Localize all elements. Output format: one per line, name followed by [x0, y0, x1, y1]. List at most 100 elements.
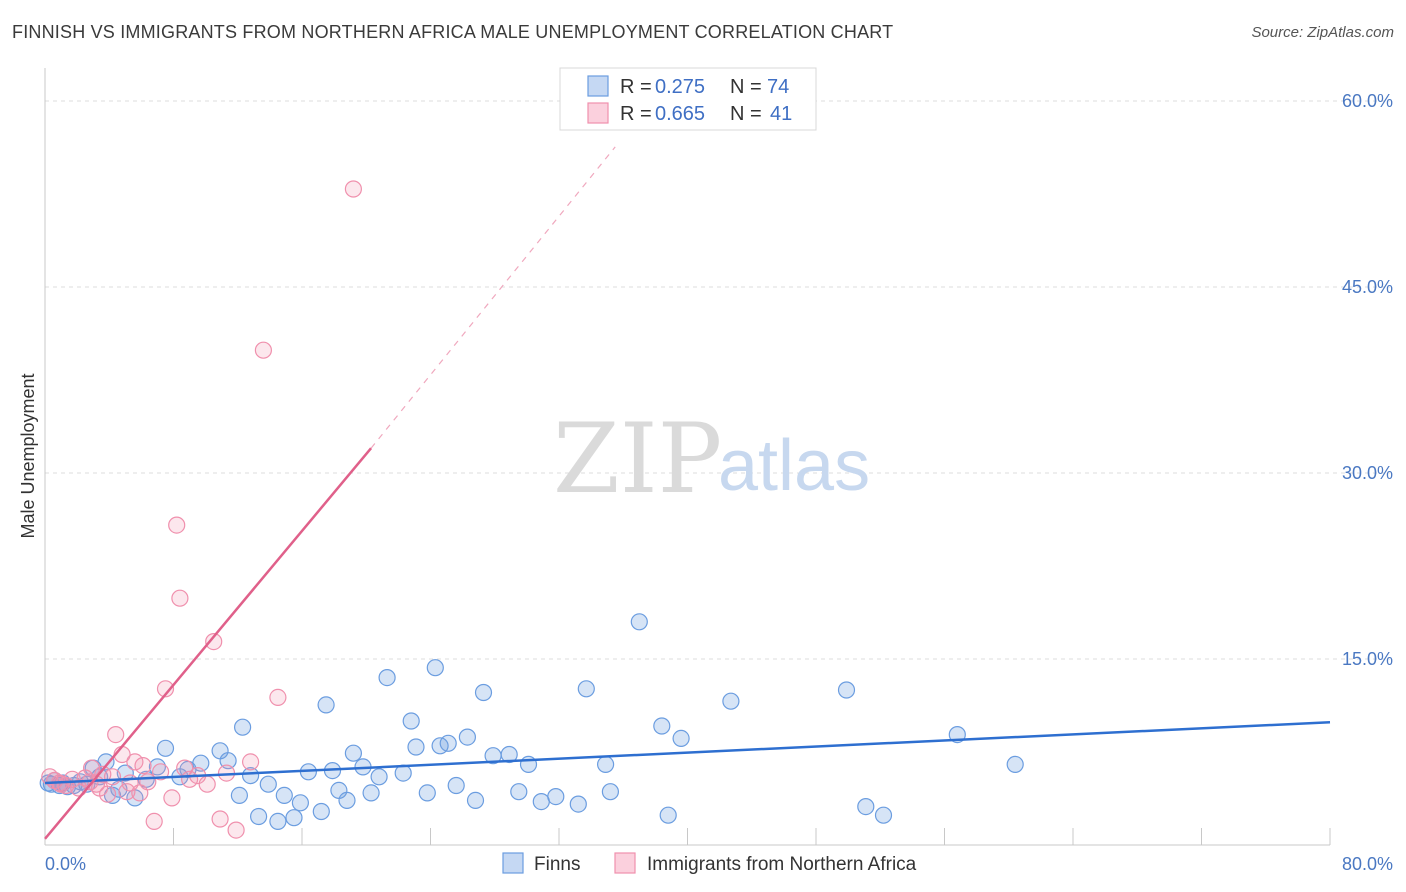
finns-point-32: [291, 794, 309, 812]
finns-point-72: [874, 806, 893, 824]
finns-point-54: [474, 683, 493, 702]
finns-point-74: [1006, 755, 1024, 774]
immigrants-point-31: [211, 810, 229, 828]
finns-point-46: [407, 738, 425, 756]
finns-point-56: [500, 745, 518, 764]
finns-point-17: [148, 758, 166, 776]
immigrants-point-29: [198, 775, 216, 793]
legend-r-label-finns: R =: [620, 76, 652, 98]
x-tick-label-0: 0.0%: [45, 854, 86, 874]
finns-point-29: [269, 812, 287, 831]
finns-point-18: [156, 739, 175, 757]
bottom-legend-swatch-finns: [502, 852, 524, 874]
finns-point-57: [510, 783, 528, 801]
legend-n-immigrants: 41: [770, 103, 792, 125]
immigrants-point-24: [168, 516, 186, 534]
immigrants-point-11: [103, 768, 122, 786]
bottom-legend-finns: Finns: [534, 854, 580, 875]
finns-point-39: [344, 744, 362, 762]
legend-r-finns: 0.275: [655, 76, 705, 98]
gridlines: [45, 100, 1390, 660]
immigrants-point-9: [94, 765, 112, 783]
immigrants-point-12: [107, 725, 125, 744]
finns-point-50: [439, 734, 457, 752]
finns-point-41: [362, 784, 380, 802]
immigrants-point-37: [344, 180, 362, 198]
finns-point-43: [378, 668, 396, 687]
immigrants-point-22: [156, 680, 175, 698]
immigrants-point-20: [145, 812, 163, 831]
source-label: Source: ZipAtlas.com: [1251, 24, 1394, 41]
finns-points: [39, 613, 1024, 831]
finns-point-27: [250, 807, 268, 826]
y-tick-label-3: 60.0%: [1342, 91, 1393, 111]
immigrants-point-18: [134, 756, 152, 775]
finns-point-67: [659, 806, 677, 824]
immigrants-point-34: [242, 753, 260, 771]
finns-point-38: [338, 791, 356, 810]
finns-point-31: [285, 809, 303, 827]
immigrants-point-4: [63, 770, 81, 788]
finns-point-34: [312, 802, 330, 821]
finns-point-42: [370, 768, 388, 786]
immigrants-point-40: [52, 775, 70, 793]
y-tick-labels: 15.0% 30.0% 45.0% 60.0%: [1342, 91, 1393, 669]
finns-point-62: [577, 680, 595, 698]
x-tick-label-1: 80.0%: [1342, 854, 1393, 874]
y-tick-label-2: 45.0%: [1342, 277, 1393, 297]
finns-point-51: [447, 776, 465, 795]
watermark-zip: ZIP: [553, 403, 722, 515]
immigrants-point-35: [254, 341, 272, 359]
legend-box: R = 0.275 N = 74 R = 0.665 N = 41: [559, 67, 817, 131]
bottom-legend: Finns Immigrants from Northern Africa: [502, 852, 917, 875]
finns-point-35: [317, 696, 335, 714]
finns-point-61: [569, 795, 587, 813]
finns-point-24: [230, 786, 248, 805]
immigrants-point-30: [205, 632, 223, 651]
legend-swatch-finns: [587, 75, 609, 97]
x-tick-labels: 0.0% 80.0%: [45, 854, 1393, 874]
watermark-atlas: atlas: [718, 426, 870, 506]
finns-point-23: [219, 752, 237, 770]
finns-point-69: [722, 692, 740, 710]
finns-point-28: [259, 775, 277, 793]
immigrants-point-25: [171, 589, 189, 607]
immigrants-point-23: [163, 789, 181, 807]
finns-point-45: [402, 712, 420, 730]
axes: [44, 68, 1331, 846]
legend-r-immigrants: 0.665: [655, 103, 705, 125]
finns-point-48: [426, 659, 444, 677]
bottom-legend-immigrants: Immigrants from Northern Africa: [647, 854, 917, 875]
immigrants-point-16: [126, 753, 144, 771]
immigrants-points: [41, 180, 362, 839]
y-tick-label-1: 30.0%: [1342, 463, 1393, 483]
finns-point-63: [596, 755, 615, 774]
finns-point-66: [653, 717, 671, 735]
y-axis-label: Male Unemployment: [18, 373, 38, 538]
finns-point-68: [672, 729, 690, 748]
finns-point-65: [630, 613, 648, 631]
legend-r-label-immigrants: R =: [620, 103, 652, 125]
finns-point-25: [234, 718, 252, 736]
finns-trend-line: [44, 720, 1331, 785]
finns-point-71: [857, 797, 875, 816]
finns-point-53: [466, 791, 485, 810]
finns-point-47: [418, 784, 436, 802]
legend-n-label-finns: N =: [730, 76, 762, 98]
legend-n-finns: 74: [767, 76, 789, 98]
chart-title: FINNISH VS IMMIGRANTS FROM NORTHERN AFRI…: [12, 22, 894, 42]
immigrants-point-39: [90, 779, 109, 797]
finns-point-30: [275, 786, 293, 805]
finns-point-14: [116, 764, 134, 782]
finns-point-60: [547, 787, 565, 806]
finns-point-59: [532, 792, 550, 811]
trend-lines: [44, 146, 1331, 840]
finns-point-26: [242, 766, 260, 785]
legend-n-label-immigrants: N =: [730, 103, 762, 125]
immigrants-trend-line: [44, 447, 373, 840]
legend-swatch-immigrants: [587, 102, 609, 124]
y-tick-label-0: 15.0%: [1342, 649, 1393, 669]
finns-point-64: [601, 783, 620, 801]
finns-point-70: [837, 681, 856, 699]
